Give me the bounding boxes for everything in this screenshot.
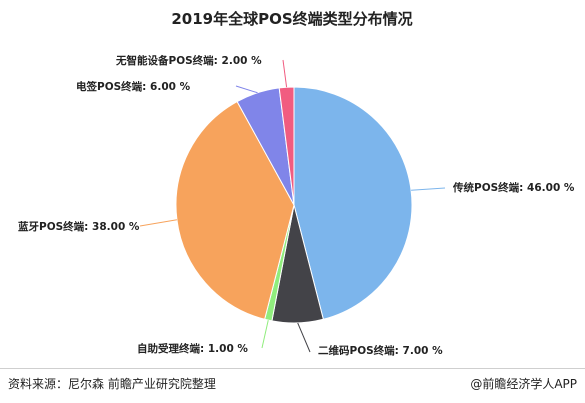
- leader-line-2: [297, 322, 311, 353]
- slice-label-6: 无智能设备POS终端: 2.00 %: [115, 54, 262, 67]
- leader-line-4: [139, 219, 178, 227]
- pie-slices: [175, 86, 413, 324]
- leader-line-1: [411, 187, 446, 191]
- pie-chart: 2019年全球POS终端类型分布情况 传统POS终端: 46.00 % 二维码PO…: [18, 10, 575, 357]
- slice-label-3: 自助受理终端: 1.00 %: [137, 342, 248, 355]
- leader-lines: [139, 59, 446, 353]
- chart-title: 2019年全球POS终端类型分布情况: [171, 10, 412, 28]
- pie-slice-6: [278, 86, 295, 206]
- slice-label-4: 蓝牙POS终端: 38.00 %: [18, 220, 140, 233]
- brand-credit: @前瞻经济学人APP: [470, 377, 577, 391]
- source-note: 资料来源：尼尔森 前瞻产业研究院整理: [8, 377, 216, 391]
- footer: 资料来源：尼尔森 前瞻产业研究院整理 @前瞻经济学人APP: [0, 368, 585, 403]
- slice-label-2: 二维码POS终端: 7.00 %: [318, 344, 443, 357]
- slice-labels: 传统POS终端: 46.00 % 二维码POS终端: 7.00 % 自助受理终端: …: [18, 54, 575, 357]
- leader-line-5: [235, 85, 258, 94]
- pie-slice-4: [175, 100, 295, 320]
- slice-label-1: 传统POS终端: 46.00 %: [452, 181, 575, 194]
- leader-line-6: [282, 59, 288, 88]
- leader-line-3: [261, 320, 269, 349]
- slice-label-5: 电签POS终端: 6.00 %: [76, 80, 191, 93]
